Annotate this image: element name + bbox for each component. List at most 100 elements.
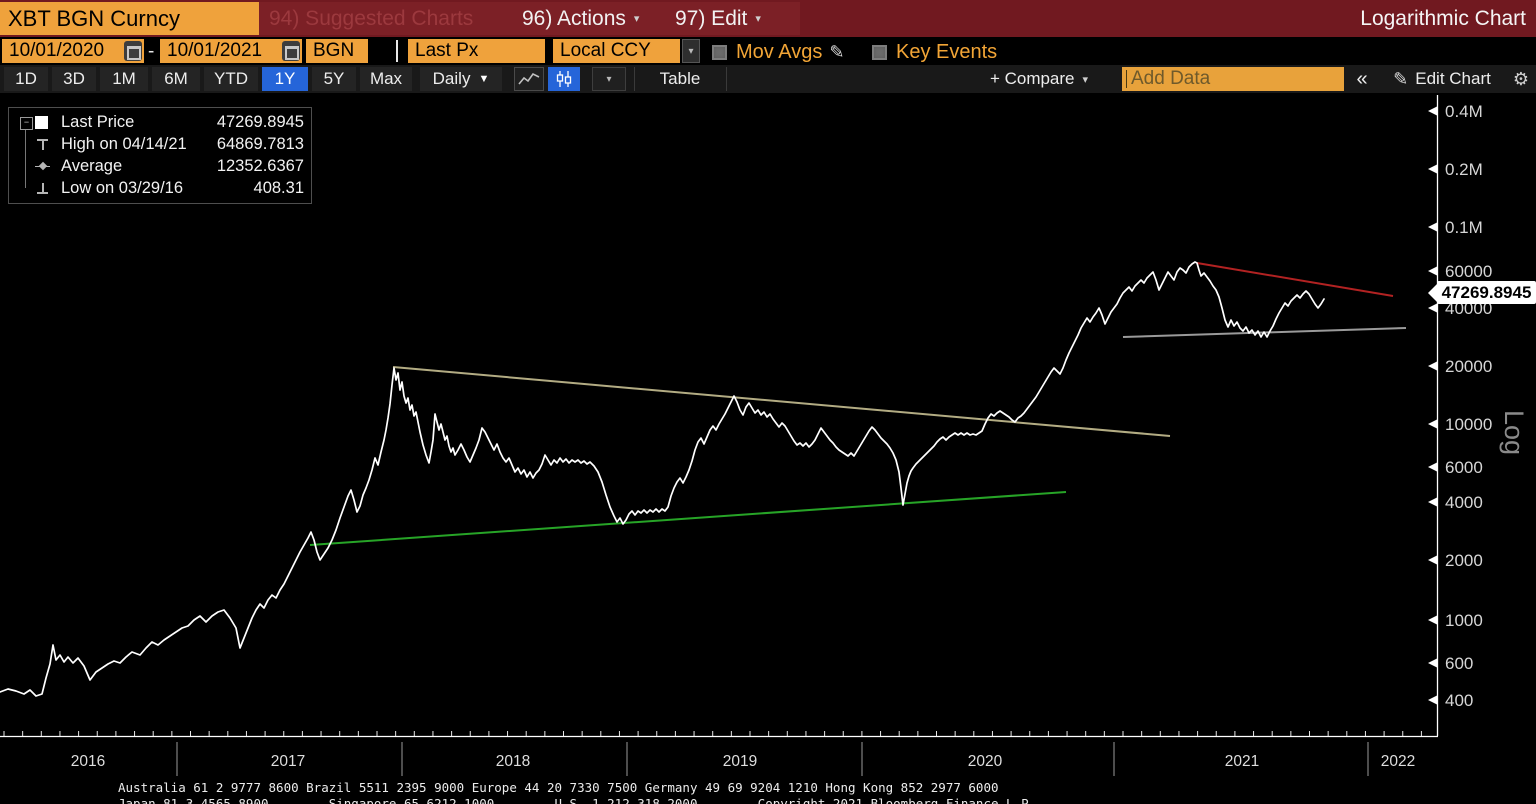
query-bar: 10/01/2020 - 10/01/2021 BGN Last Px Loca… (0, 37, 1536, 65)
low-value: 408.31 (253, 178, 304, 197)
mov-avgs-toggle[interactable]: Mov Avgs ✎ (712, 41, 844, 64)
footer-contact-strip: Australia 61 2 9777 8600 Brazil 5511 239… (0, 778, 1536, 804)
y-tick-label: 1000 (1445, 611, 1483, 630)
y-tick-arrow (1428, 462, 1437, 472)
y-tick-label: 6000 (1445, 458, 1483, 477)
actions-menu-button[interactable]: 96) Actions ▾ (510, 2, 670, 35)
x-axis-labels: 2016 2017 2018 2019 2020 2021 2022 (0, 745, 1536, 778)
calendar-icon[interactable] (124, 41, 142, 61)
tab-1d[interactable]: 1D (4, 67, 48, 91)
key-events-label: Key Events (896, 41, 998, 63)
last-price-value: 47269.8945 (216, 112, 304, 131)
compare-button[interactable]: + Compare ▾ (989, 69, 1089, 88)
title-bar: XBT BGN Curncy 94) Suggested Charts 96) … (0, 0, 1536, 37)
tab-6m[interactable]: 6M (152, 67, 200, 91)
tab-1y-selected[interactable]: 1Y (262, 67, 308, 91)
y-tick-arrow (1428, 106, 1437, 116)
chart-type-dropdown[interactable]: ▾ (592, 67, 626, 91)
legend-row-high: High on 04/14/21 64869.7813 (9, 133, 311, 155)
pencil-icon: ✎ (1393, 68, 1409, 89)
legend-row-average: Average 12352.6367 (9, 155, 311, 177)
y-tick-arrow (1428, 303, 1437, 313)
year-label: 2016 (70, 753, 106, 770)
suggested-charts-label: 94) Suggested Charts (269, 6, 474, 30)
suggested-charts-button[interactable]: 94) Suggested Charts (259, 2, 515, 35)
key-events-toggle[interactable]: Key Events (872, 41, 997, 64)
date-from-field[interactable]: 10/01/2020 (2, 39, 144, 63)
date-to-value: 10/01/2021 (167, 40, 263, 61)
y-tick-label: 400 (1445, 691, 1473, 710)
average-marker-icon (35, 158, 51, 174)
key-events-checkbox[interactable] (872, 45, 887, 60)
price-callout-arrow (1428, 283, 1438, 303)
year-label: 2018 (495, 753, 531, 770)
legend-collapse-icon[interactable]: − (20, 117, 33, 130)
y-tick-label: 60000 (1445, 262, 1492, 281)
field-divider (396, 40, 398, 62)
line-chart-type-button[interactable] (514, 67, 544, 91)
year-label: 2022 (1380, 753, 1416, 770)
chevron-down-icon: ▼ (478, 73, 490, 85)
y-tick-arrow (1428, 222, 1437, 232)
y-tick-label: 10000 (1445, 415, 1492, 434)
trendline-support-longterm (309, 491, 1067, 546)
y-tick-arrow (1428, 361, 1437, 371)
tab-max[interactable]: Max (360, 67, 412, 91)
edit-chart-button[interactable]: ✎ Edit Chart (1393, 68, 1491, 89)
year-label: 2019 (722, 753, 758, 770)
tab-5y[interactable]: 5Y (312, 67, 356, 91)
y-tick-arrow (1428, 555, 1437, 565)
y-tick-arrow (1428, 497, 1437, 507)
add-data-input[interactable]: Add Data (1122, 67, 1344, 91)
chevron-down-icon: ▾ (755, 13, 761, 25)
pencil-icon[interactable]: ✎ (829, 42, 845, 62)
y-tick-label: 0.4M (1445, 102, 1483, 121)
currency-dropdown-button[interactable]: ▾ (682, 39, 700, 63)
mov-avgs-label: Mov Avgs (736, 41, 823, 63)
last-price-swatch-icon (35, 114, 51, 130)
settings-gear-button[interactable]: ⚙ (1512, 68, 1530, 89)
candle-chart-type-button[interactable] (548, 67, 580, 91)
mov-avgs-checkbox[interactable] (712, 45, 727, 60)
trendline-resistance-2021 (1196, 262, 1394, 297)
y-tick-label: 4000 (1445, 493, 1483, 512)
footer-line-2: Japan 81 3 4565 8900 Singapore 65 6212 1… (118, 796, 1037, 804)
calendar-icon[interactable] (282, 41, 300, 61)
line-chart-icon (518, 72, 540, 85)
edit-menu-button[interactable]: 97) Edit ▾ (663, 2, 800, 35)
chart-type-title: Logarithmic Chart (1360, 6, 1526, 30)
security-ticker-label: XBT BGN Curncy (8, 5, 180, 31)
table-button[interactable]: Table (659, 69, 701, 88)
y-tick-arrow (1428, 615, 1437, 625)
candlestick-icon (556, 71, 572, 87)
text-cursor (1126, 70, 1127, 88)
currency-field[interactable]: Local CCY (553, 39, 680, 63)
y-tick-arrow (1428, 658, 1437, 668)
y-tick-label: 600 (1445, 654, 1473, 673)
y-tick-label: 0.1M (1445, 218, 1483, 237)
chart-legend: − Last Price 47269.8945 High on 04/14/21… (8, 107, 312, 204)
tab-3d[interactable]: 3D (52, 67, 96, 91)
price-type-field[interactable]: Last Px (408, 39, 545, 63)
security-ticker[interactable]: XBT BGN Curncy (0, 2, 263, 35)
high-value: 64869.7813 (216, 134, 304, 153)
price-source-field[interactable]: BGN (306, 39, 368, 63)
chart-toolbar: 1D 3D 1M 6M YTD 1Y 5Y Max Daily ▼ ▾ Table (0, 65, 1536, 94)
average-value: 12352.6367 (216, 156, 304, 175)
chevron-down-icon: ▾ (1082, 73, 1089, 86)
tab-ytd[interactable]: YTD (204, 67, 258, 91)
y-tick-label: 20000 (1445, 357, 1492, 376)
edit-label: 97) Edit (675, 6, 748, 30)
period-select[interactable]: Daily ▼ (420, 67, 502, 91)
y-tick-arrow (1428, 266, 1437, 276)
tab-1m[interactable]: 1M (100, 67, 148, 91)
actions-label: 96) Actions (522, 6, 626, 30)
trendline-resistance-2018 (392, 366, 1171, 437)
y-tick-label: 2000 (1445, 551, 1483, 570)
legend-row-last-price: Last Price 47269.8945 (9, 111, 311, 133)
date-to-field[interactable]: 10/01/2021 (160, 39, 302, 63)
last-price-callout: 47269.8945 (1437, 281, 1536, 304)
collapse-panel-button[interactable]: « (1356, 67, 1368, 90)
chevron-down-icon: ▾ (633, 13, 640, 25)
